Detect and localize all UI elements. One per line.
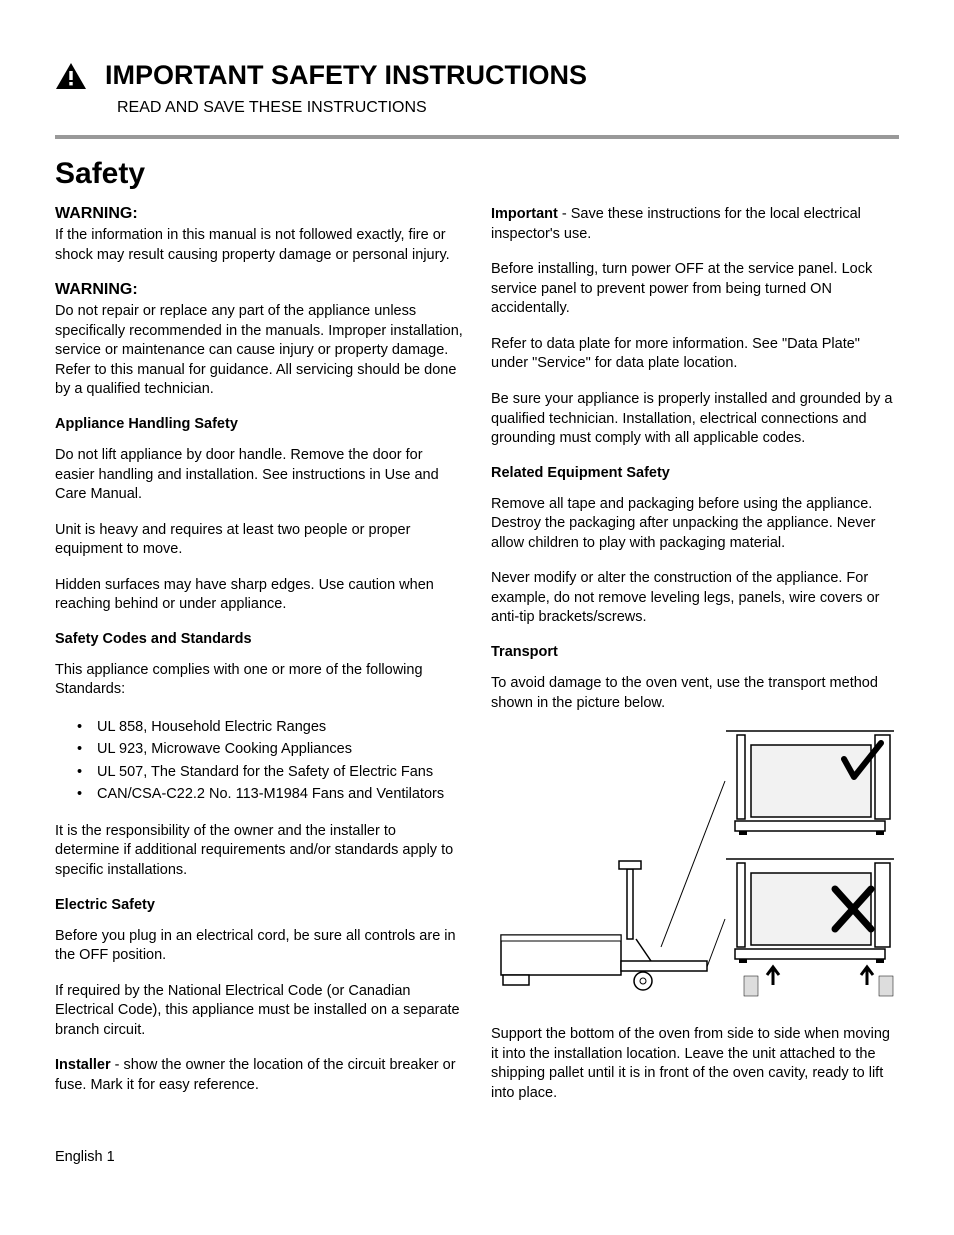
- handling-p1: Do not lift appliance by door handle. Re…: [55, 446, 463, 505]
- important-para: Important - Save these instructions for …: [491, 205, 899, 244]
- codes-p2: It is the responsibility of the owner an…: [55, 822, 463, 881]
- right-p3: Refer to data plate for more information…: [491, 335, 899, 374]
- installer-para: Installer - show the owner the location …: [55, 1056, 463, 1095]
- right-column: Important - Save these instructions for …: [491, 205, 899, 1119]
- electric-head: Electric Safety: [55, 897, 463, 913]
- section-title: Safety: [55, 157, 899, 191]
- list-item: UL 923, Microwave Cooking Appliances: [77, 738, 463, 760]
- warning2-head: WARNING:: [55, 281, 463, 299]
- header-row: IMPORTANT SAFETY INSTRUCTIONS: [55, 60, 899, 91]
- electric-p2: If required by the National Electrical C…: [55, 982, 463, 1041]
- handling-p3: Hidden surfaces may have sharp edges. Us…: [55, 576, 463, 615]
- page-footer: English 1: [55, 1149, 899, 1165]
- electric-p1: Before you plug in an electrical cord, b…: [55, 927, 463, 966]
- related-p2: Never modify or alter the construction o…: [491, 569, 899, 628]
- columns: WARNING: If the information in this manu…: [55, 205, 899, 1119]
- handling-head: Appliance Handling Safety: [55, 416, 463, 432]
- warning1-body: If the information in this manual is not…: [55, 226, 463, 265]
- list-item: CAN/CSA-C22.2 No. 113-M1984 Fans and Ven…: [77, 783, 463, 805]
- transport-p2: Support the bottom of the oven from side…: [491, 1025, 899, 1103]
- main-title: IMPORTANT SAFETY INSTRUCTIONS: [105, 60, 587, 91]
- list-item: UL 858, Household Electric Ranges: [77, 716, 463, 738]
- transport-head: Transport: [491, 644, 899, 660]
- handling-p2: Unit is heavy and requires at least two …: [55, 521, 463, 560]
- warning1-head: WARNING:: [55, 205, 463, 223]
- left-column: WARNING: If the information in this manu…: [55, 205, 463, 1119]
- related-p1: Remove all tape and packaging before usi…: [491, 495, 899, 554]
- standards-list: UL 858, Household Electric Ranges UL 923…: [77, 716, 463, 806]
- warning2-body: Do not repair or replace any part of the…: [55, 302, 463, 400]
- installer-label: Installer: [55, 1057, 111, 1073]
- codes-intro: This appliance complies with one or more…: [55, 661, 463, 700]
- right-p4: Be sure your appliance is properly insta…: [491, 390, 899, 449]
- right-p2: Before installing, turn power OFF at the…: [491, 260, 899, 319]
- warning-icon: [55, 62, 87, 90]
- codes-head: Safety Codes and Standards: [55, 631, 463, 647]
- transport-diagram: [491, 729, 899, 1009]
- installer-body: - show the owner the location of the cir…: [55, 1057, 456, 1093]
- divider: [55, 135, 899, 139]
- subtitle: READ AND SAVE THESE INSTRUCTIONS: [117, 99, 899, 117]
- important-label: Important: [491, 206, 558, 222]
- list-item: UL 507, The Standard for the Safety of E…: [77, 761, 463, 783]
- related-head: Related Equipment Safety: [491, 465, 899, 481]
- transport-p1: To avoid damage to the oven vent, use th…: [491, 674, 899, 713]
